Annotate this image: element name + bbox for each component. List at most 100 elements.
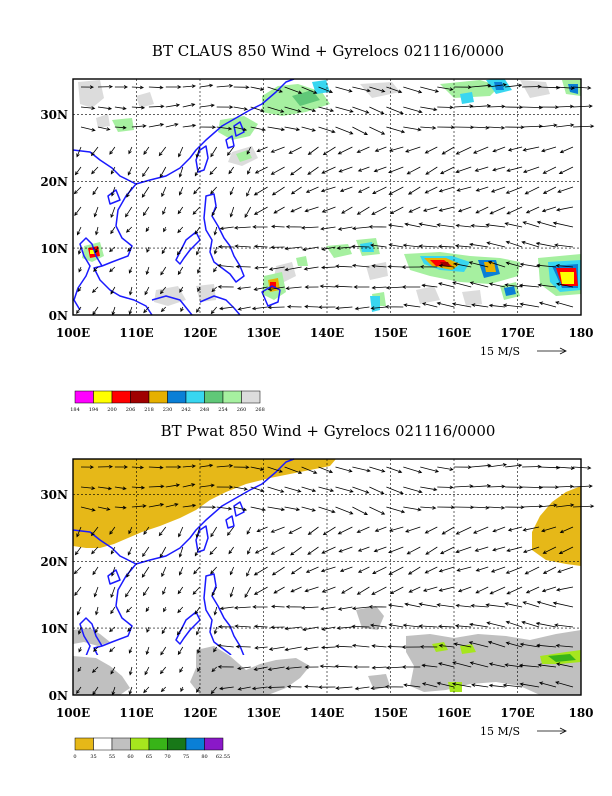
- wind-arrow: [213, 606, 218, 616]
- wind-arrow: [522, 601, 540, 608]
- wind-arrow: [305, 186, 319, 193]
- wind-arrow: [537, 283, 557, 288]
- wind-arrow: [485, 603, 506, 608]
- wind-arrow: [468, 641, 489, 648]
- wind-arrow: [322, 146, 336, 156]
- wind-arrow: [352, 486, 370, 494]
- wind-arrow: [93, 206, 99, 218]
- wind-arrow: [321, 166, 336, 174]
- wind-arrow: [256, 146, 268, 153]
- wind-arrow: [471, 104, 492, 108]
- wind-arrow: [321, 645, 336, 650]
- wind-arrow: [97, 486, 113, 491]
- lon-label: 170E: [500, 326, 534, 340]
- wind-arrow: [128, 286, 133, 296]
- wind-arrow: [77, 626, 82, 635]
- wind-arrow: [357, 546, 370, 552]
- wind-arrow: [163, 606, 167, 613]
- wind-arrow: [142, 546, 150, 558]
- wind-arrow: [504, 663, 523, 668]
- wind-arrow: [182, 123, 197, 128]
- wind-arrow: [111, 566, 116, 577]
- wind-arrow: [386, 106, 404, 115]
- wind-arrow: [438, 586, 455, 592]
- wind-arrow: [77, 666, 82, 673]
- colorbar-label: 254: [218, 407, 228, 413]
- wind-arrow: [178, 166, 184, 178]
- wind-arrow: [270, 625, 285, 630]
- wind-arrow: [180, 306, 184, 313]
- wind-arrow: [126, 566, 133, 578]
- wind-arrow: [126, 186, 133, 198]
- wind-arrow: [165, 103, 181, 108]
- wind-arrow: [320, 186, 336, 193]
- wind-arrow: [233, 106, 248, 111]
- wind-arrow: [522, 221, 540, 228]
- wind-arrow: [80, 465, 94, 469]
- wind-arrow: [554, 243, 574, 248]
- wind-arrow: [213, 226, 218, 236]
- wind-arrow: [196, 246, 201, 256]
- wind-arrow: [489, 206, 506, 215]
- wind-arrow: [555, 123, 575, 128]
- wind-arrow: [159, 286, 167, 295]
- wind-arrow: [505, 105, 524, 110]
- wind-arrow: [161, 626, 167, 635]
- vector-scale-label: 15 M/S: [480, 725, 520, 738]
- lon-label: 100E: [56, 326, 90, 340]
- wind-arrow: [131, 85, 145, 90]
- wind-arrow: [487, 260, 506, 268]
- wind-arrow: [216, 464, 234, 468]
- wind-arrow: [555, 643, 574, 648]
- wind-arrow: [401, 265, 421, 269]
- wind-arrow: [538, 301, 557, 308]
- wind-arrow: [182, 464, 196, 469]
- wind-arrow: [127, 626, 133, 632]
- wind-arrow: [486, 241, 506, 248]
- wind-arrow: [552, 601, 574, 608]
- wind-arrow: [233, 85, 250, 90]
- wind-arrow: [369, 506, 386, 515]
- wind-arrow: [74, 546, 82, 556]
- wind-arrow: [352, 126, 368, 135]
- wind-arrow: [403, 106, 423, 114]
- wind-arrow: [131, 105, 146, 110]
- wind-arrow: [273, 206, 285, 214]
- wind-arrow: [451, 302, 472, 308]
- wind-arrow: [388, 546, 404, 554]
- wind-arrow: [555, 86, 575, 90]
- wind-arrow: [371, 665, 387, 670]
- wind-arrow: [290, 586, 302, 593]
- wind-arrow: [321, 206, 336, 213]
- wind-arrow: [109, 646, 116, 653]
- wind-arrow: [127, 166, 133, 176]
- wind-arrow: [318, 106, 335, 112]
- wind-arrow: [486, 621, 506, 628]
- wind-arrow: [247, 166, 252, 175]
- wind-arrow: [109, 246, 116, 253]
- wind-arrow: [488, 505, 506, 510]
- graticule: [73, 79, 581, 315]
- wind-arrow: [386, 466, 403, 474]
- wind-arrow: [304, 586, 319, 593]
- wind-arrow: [267, 466, 283, 473]
- wind-arrow: [199, 483, 215, 488]
- wind-arrow: [370, 623, 387, 628]
- wind-arrow: [504, 283, 523, 288]
- wind-arrow: [488, 484, 506, 489]
- wind-arrow: [301, 106, 317, 113]
- wind-arrow: [337, 526, 353, 535]
- wind-arrow: [284, 246, 302, 251]
- wind-arrow: [437, 244, 455, 249]
- colorbar-swatch: [93, 390, 113, 404]
- lat-label: 20N: [40, 175, 68, 189]
- wind-arrow: [369, 466, 386, 473]
- colorbar-label: 230: [163, 407, 173, 413]
- wind-arrow: [194, 546, 201, 557]
- colorbar-swatch: [204, 737, 224, 751]
- wind-arrow: [195, 146, 201, 159]
- wind-arrow: [438, 206, 455, 212]
- wind-arrow: [452, 281, 472, 288]
- wind-arrow: [91, 286, 99, 294]
- wind-arrow: [420, 106, 438, 112]
